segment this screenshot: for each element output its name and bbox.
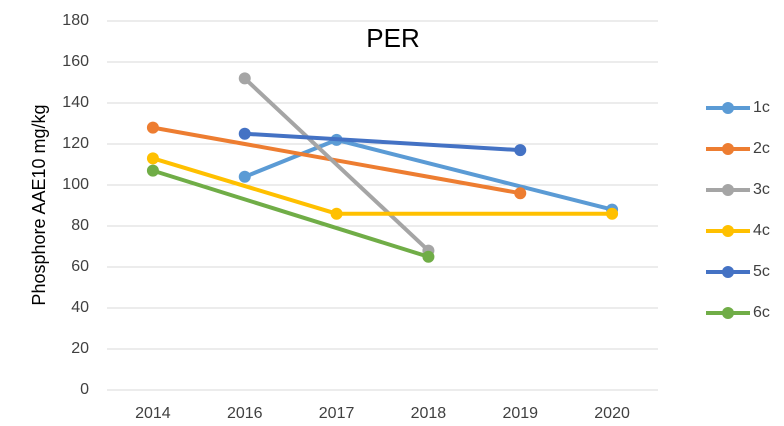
y-tick-label: 0 (80, 381, 89, 398)
y-tick-label: 80 (71, 217, 89, 234)
data-point (514, 187, 527, 200)
data-point (238, 170, 251, 183)
series-line (242, 137, 615, 212)
y-tick-label: 20 (71, 340, 89, 357)
x-tick-label: 2014 (135, 405, 171, 422)
legend-marker (722, 143, 734, 155)
x-tick-label: 2018 (411, 405, 447, 422)
legend-marker (722, 184, 734, 196)
data-point (238, 127, 251, 140)
chart-title: PER (366, 23, 419, 53)
data-point (606, 207, 619, 220)
y-axis-label: Phosphore AAE10 mg/kg (29, 104, 49, 305)
legend-marker (722, 102, 734, 114)
series-line (150, 168, 431, 259)
legend-label: 3c (753, 181, 770, 198)
legend-label: 1c (753, 99, 770, 116)
x-tick-label: 2016 (227, 405, 263, 422)
data-point (514, 144, 527, 157)
series-line (150, 125, 523, 196)
legend-marker (722, 225, 734, 237)
legend-label: 4c (753, 222, 770, 239)
y-tick-label: 120 (62, 135, 89, 152)
data-point (146, 164, 159, 177)
y-tick-label: 180 (62, 12, 89, 29)
x-tick-label: 2019 (502, 405, 538, 422)
y-tick-label: 140 (62, 94, 89, 111)
x-tick-label: 2017 (319, 405, 355, 422)
y-tick-label: 160 (62, 53, 89, 70)
legend-label: 6c (753, 304, 770, 321)
series-line (242, 76, 431, 253)
data-point (330, 207, 343, 220)
data-point (146, 121, 159, 134)
y-tick-label: 100 (62, 176, 89, 193)
y-tick-label: 40 (71, 299, 89, 316)
x-tick-label: 2020 (594, 405, 630, 422)
legend-marker (722, 266, 734, 278)
legend-marker (722, 307, 734, 319)
legend-label: 5c (753, 263, 770, 280)
data-point (422, 250, 435, 263)
series-line (242, 131, 523, 153)
y-tick-label: 60 (71, 258, 89, 275)
data-point (238, 72, 251, 85)
data-point (146, 152, 159, 165)
legend-label: 2c (753, 140, 770, 157)
